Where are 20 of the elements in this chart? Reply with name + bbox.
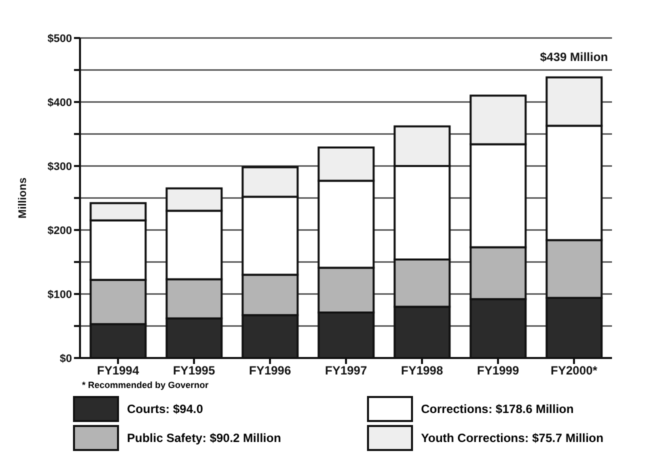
x-tick-label: FY1996 (248, 364, 292, 378)
y-tick-label: $300 (48, 160, 72, 173)
y-tick-label: $200 (48, 224, 72, 237)
legend-label: Courts: $94.0 (127, 402, 204, 416)
x-tick-label: FY1995 (172, 364, 216, 378)
x-tick-label: FY1998 (400, 364, 444, 378)
legend-label: Public Safety: $90.2 Million (127, 431, 282, 445)
annotation: $439 Million (540, 50, 608, 64)
text: * Recommended by Governor (82, 380, 210, 390)
legend-label: Corrections: $178.6 Million (421, 402, 575, 416)
y-tick-label: $400 (48, 96, 72, 109)
x-tick-label: FY1997 (324, 364, 368, 378)
y-tick-label: $100 (48, 288, 72, 301)
y-tick-label: $0 (60, 352, 72, 365)
y-axis-title: Millions (16, 178, 29, 218)
y-tick-label: $500 (48, 32, 72, 45)
x-tick-label: FY2000* (550, 364, 598, 378)
x-tick-label: FY1994 (96, 364, 140, 378)
legend-label: Youth Corrections: $75.7 Million (421, 431, 604, 445)
x-tick-label: FY1999 (476, 364, 520, 378)
